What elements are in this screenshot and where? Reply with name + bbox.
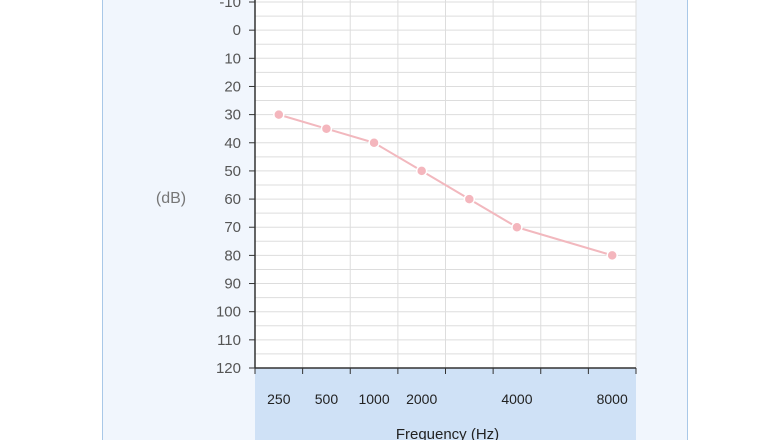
y-axis-label: (dB) [156,190,186,207]
x-axis-band [255,368,636,440]
grid-lines [254,0,637,369]
chart-panel: -10 0 10 20 30 40 50 60 70 80 90 100 110 120 250 500 10… [102,0,688,440]
y-tick-label: 90 [224,276,241,293]
x-tick-label: 500 [315,391,339,407]
x-axis-label: Frequency (Hz) [396,426,499,440]
y-tick-label: 40 [224,135,241,152]
data-point-3000hz [463,193,476,205]
y-tick-label: 20 [224,78,241,95]
y-tick-label: 80 [224,247,241,264]
data-point-4000hz [511,221,523,233]
y-tick-label: 30 [224,107,241,124]
y-tick-label: 110 [217,332,241,349]
x-tick-label: 2000 [406,391,437,407]
data-point-250hz [273,108,285,121]
axes [249,0,637,374]
y-tick-label: 70 [224,219,241,236]
data-point-2000hz [415,165,428,177]
data-point-500hz [320,122,333,135]
data-point-8000hz [606,249,618,262]
x-tick-label: 250 [267,391,291,407]
data-point-1000hz [368,137,380,149]
y-tick-label: 60 [224,191,241,208]
y-tick-label: 50 [224,163,241,180]
y-tick-label: 100 [216,304,241,321]
y-tick-labels: -10 0 10 20 30 40 50 60 70 80 90 100 110 120 [216,0,241,377]
x-tick-label: 1000 [358,391,389,407]
x-tick-labels: 250 500 1000 2000 4000 8000 [267,391,628,407]
x-tick-label: 4000 [501,391,532,407]
x-tick-label: 8000 [597,391,628,407]
y-tick-label: 120 [216,360,241,377]
audiogram-chart: -10 0 10 20 30 40 50 60 70 80 90 100 110 120 250 500 10… [156,0,637,440]
y-tick-label: -10 [219,0,241,11]
y-tick-label: 10 [224,50,241,67]
series-hearing-threshold [273,108,618,262]
y-tick-label: 0 [233,22,241,39]
